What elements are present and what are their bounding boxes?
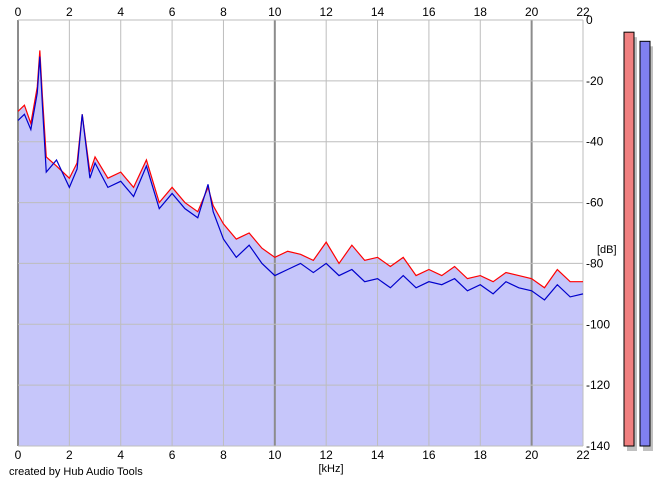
x-tick-top-12: 12 — [320, 5, 334, 19]
x-tick-bottom-4: 4 — [117, 448, 124, 462]
y-tick--120: -120 — [586, 378, 610, 392]
x-tick-bottom-10: 10 — [268, 448, 282, 462]
x-tick-top-14: 14 — [371, 5, 385, 19]
y-tick--20: -20 — [586, 74, 604, 88]
level-meters — [623, 31, 653, 452]
series-line-right — [17, 56, 584, 301]
x-tick-top-0: 0 — [15, 5, 22, 19]
spectrum-fill-area — [18, 50, 583, 447]
x-tick-bottom-20: 20 — [525, 448, 539, 462]
y-tick--40: -40 — [586, 135, 604, 149]
x-tick-top-18: 18 — [474, 5, 488, 19]
x-tick-top-2: 2 — [66, 5, 73, 19]
x-tick-top-16: 16 — [422, 5, 436, 19]
level-meter-right — [639, 40, 651, 447]
grid-lines — [17, 19, 584, 447]
y-tick-labels: 0 -20 -40 -60 -80 -100 -120 -140 — [586, 13, 610, 453]
x-tick-labels-bottom: 0 2 4 6 8 10 12 14 16 18 20 22 — [15, 448, 590, 462]
x-tick-top-22: 22 — [576, 5, 590, 19]
x-tick-bottom-14: 14 — [371, 448, 385, 462]
x-tick-top-10: 10 — [268, 5, 282, 19]
x-tick-top-20: 20 — [525, 5, 539, 19]
x-tick-bottom-2: 2 — [66, 448, 73, 462]
x-tick-bottom-6: 6 — [169, 448, 176, 462]
x-tick-bottom-18: 18 — [474, 448, 488, 462]
x-tick-top-6: 6 — [169, 5, 176, 19]
x-tick-top-8: 8 — [220, 5, 227, 19]
y-tick--140: -140 — [586, 439, 610, 453]
x-tick-labels-top: 0 2 4 6 8 10 12 14 16 18 20 22 — [15, 5, 590, 19]
y-axis-unit-label: [dB] — [597, 244, 617, 256]
y-tick--80: -80 — [586, 256, 604, 270]
series-lines — [17, 50, 584, 301]
x-tick-bottom-0: 0 — [15, 448, 22, 462]
y-tick--100: -100 — [586, 317, 610, 331]
x-axis-unit-label: [kHz] — [318, 463, 343, 475]
x-tick-top-4: 4 — [117, 5, 124, 19]
x-tick-bottom-16: 16 — [422, 448, 436, 462]
y-tick-0: 0 — [586, 13, 593, 27]
x-tick-bottom-22: 22 — [576, 448, 590, 462]
credit-text: created by Hub Audio Tools — [9, 466, 143, 478]
series-line-left — [17, 50, 583, 289]
y-tick--60: -60 — [586, 196, 604, 210]
level-meter-left — [623, 31, 635, 447]
x-tick-bottom-12: 12 — [320, 448, 334, 462]
x-tick-bottom-8: 8 — [220, 448, 227, 462]
